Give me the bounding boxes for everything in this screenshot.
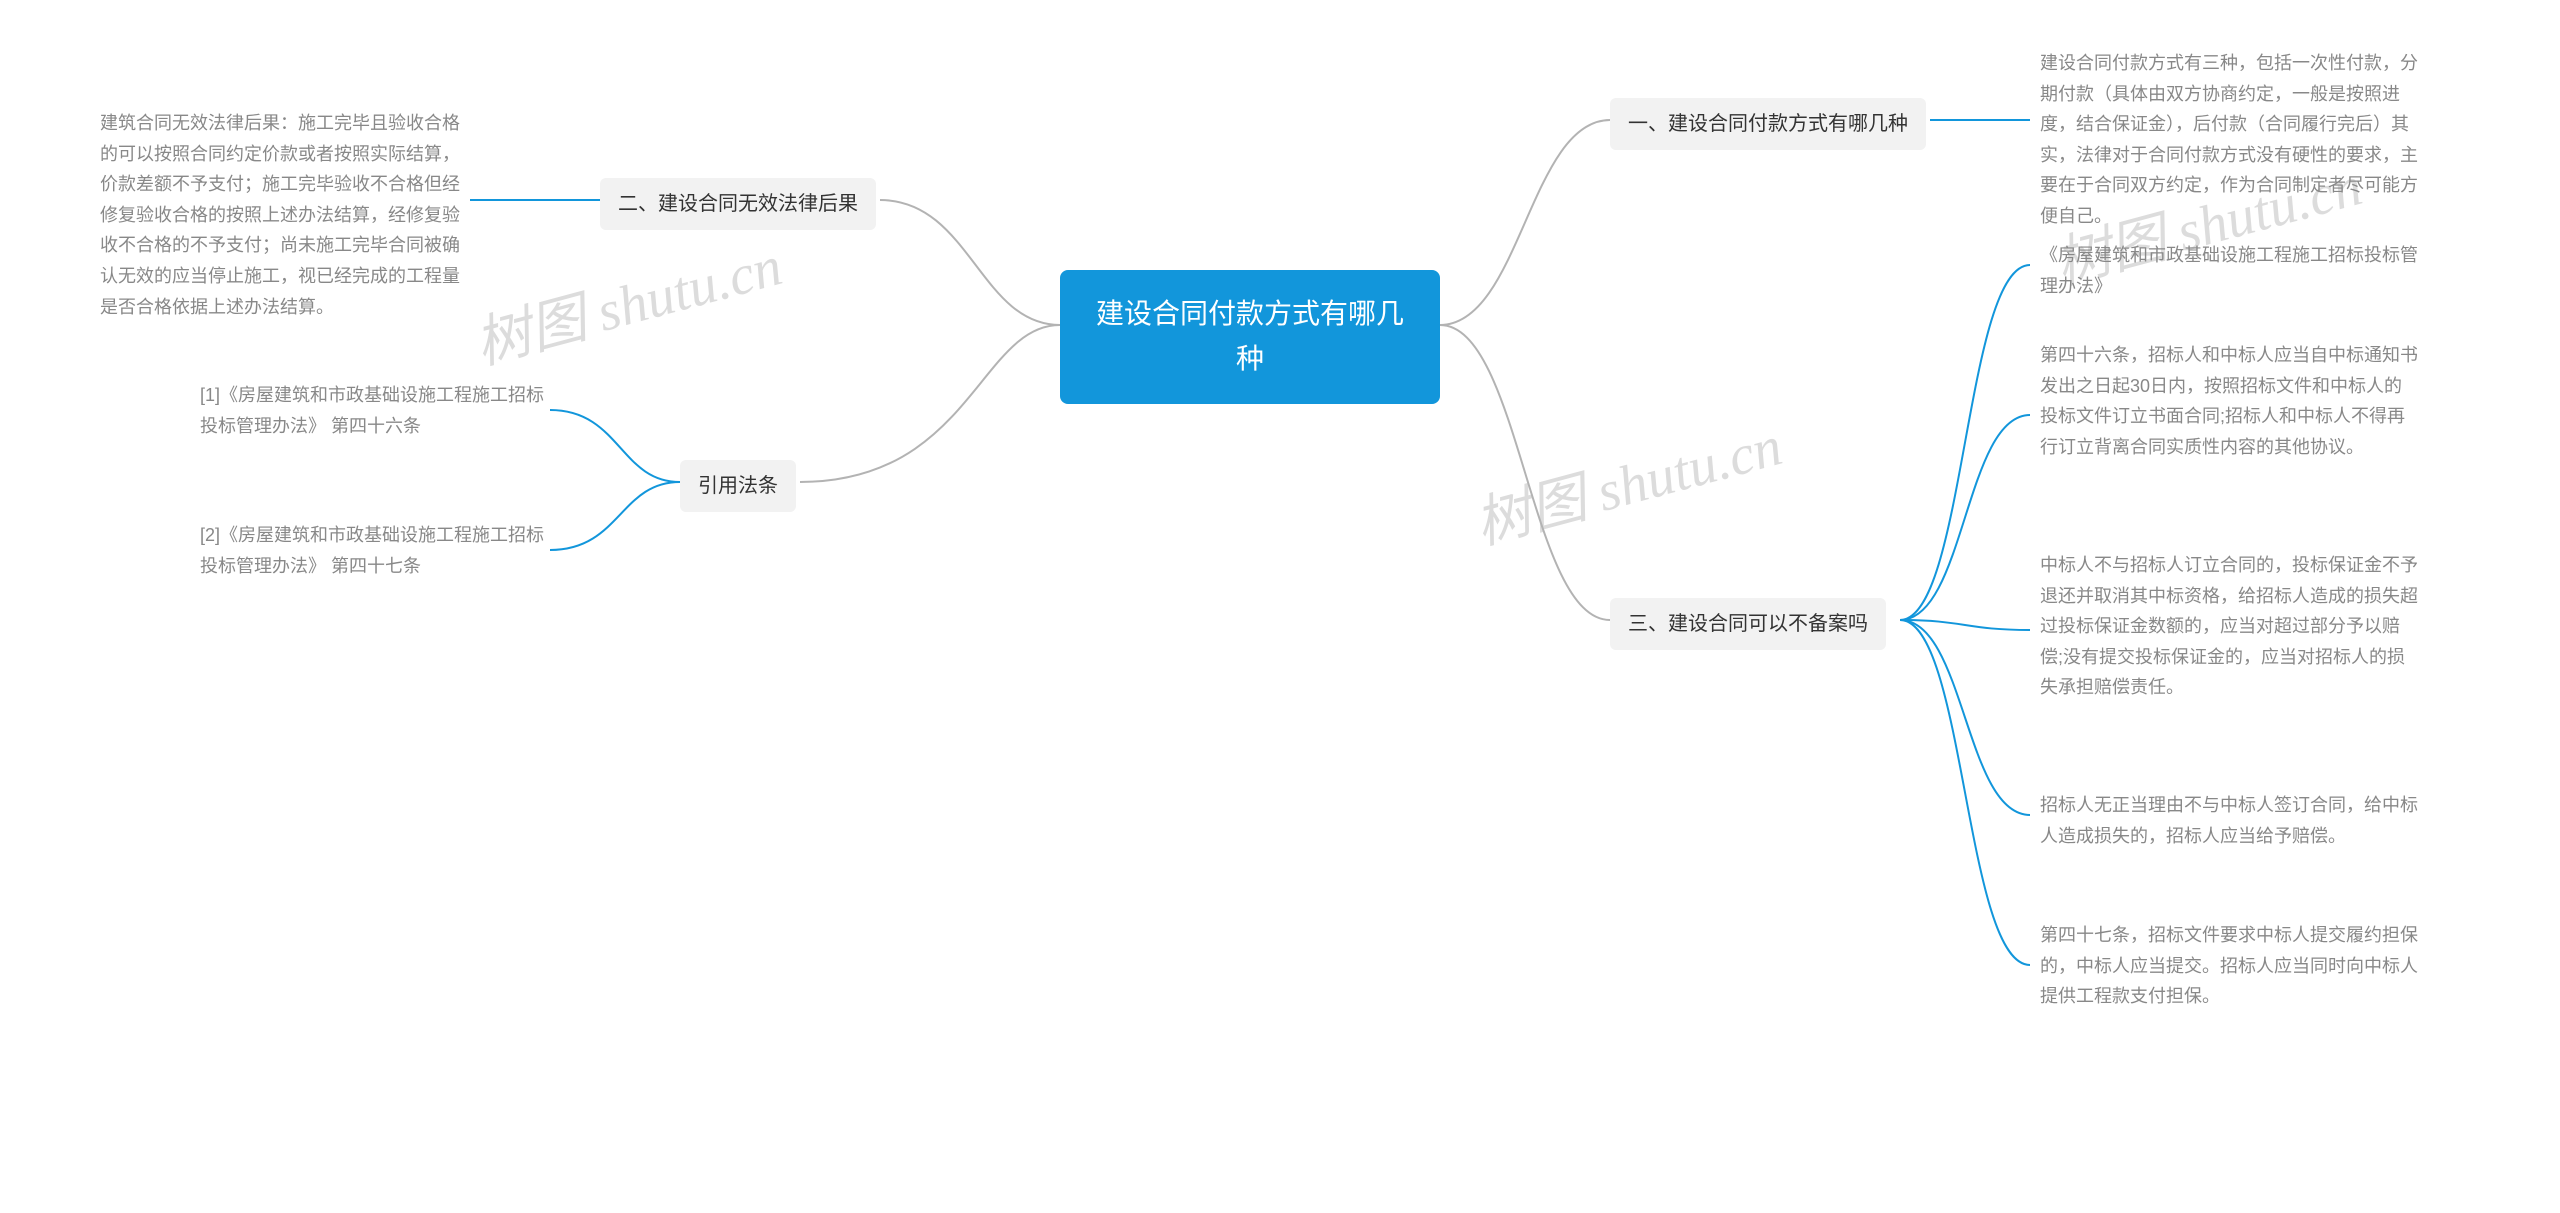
branch-l4[interactable]: 引用法条 (680, 460, 796, 512)
branch-l4-label: 引用法条 (698, 475, 778, 497)
branch-l2[interactable]: 二、建设合同无效法律后果 (600, 178, 876, 230)
leaf-r3-1: 第四十六条，招标人和中标人应当自中标通知书发出之日起30日内，按照招标文件和中标… (2040, 340, 2420, 462)
leaf-r3-3: 招标人无正当理由不与中标人签订合同，给中标人造成损失的，招标人应当给予赔偿。 (2040, 790, 2420, 851)
branch-r3[interactable]: 三、建设合同可以不备案吗 (1610, 598, 1886, 650)
watermark: 树图 shutu.cn (465, 221, 789, 381)
root-label: 建设合同付款方式有哪几种 (1096, 298, 1404, 374)
branch-l2-label: 二、建设合同无效法律后果 (618, 193, 858, 215)
leaf-r3-4: 第四十七条，招标文件要求中标人提交履约担保的，中标人应当提交。招标人应当同时向中… (2040, 920, 2420, 1012)
leaf-r1-0: 建设合同付款方式有三种，包括一次性付款，分期付款（具体由双方协商约定，一般是按照… (2040, 48, 2420, 232)
leaf-r3-2: 中标人不与招标人订立合同的，投标保证金不予退还并取消其中标资格，给招标人造成的损… (2040, 550, 2420, 703)
branch-r1[interactable]: 一、建设合同付款方式有哪几种 (1610, 98, 1926, 150)
branch-r3-label: 三、建设合同可以不备案吗 (1628, 613, 1868, 635)
leaf-l4-0: [1]《房屋建筑和市政基础设施工程施工招标投标管理办法》 第四十六条 (200, 380, 550, 441)
leaf-l4-1: [2]《房屋建筑和市政基础设施工程施工招标投标管理办法》 第四十七条 (200, 520, 550, 581)
watermark: 树图 shutu.cn (1465, 401, 1789, 561)
branch-r1-label: 一、建设合同付款方式有哪几种 (1628, 113, 1908, 135)
leaf-r3-0: 《房屋建筑和市政基础设施工程施工招标投标管理办法》 (2040, 240, 2420, 301)
root-node[interactable]: 建设合同付款方式有哪几种 (1060, 270, 1440, 404)
leaf-l2-0: 建筑合同无效法律后果：施工完毕且验收合格的可以按照合同约定价款或者按照实际结算，… (100, 108, 470, 322)
